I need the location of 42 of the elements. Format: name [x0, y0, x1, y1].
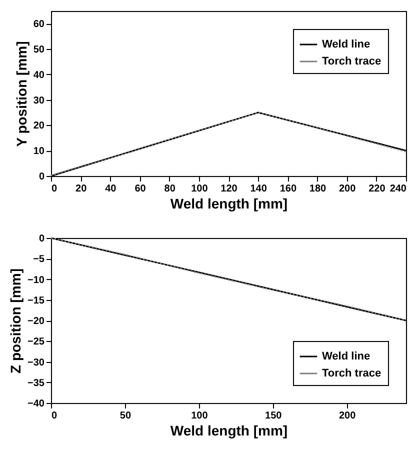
x-tick-label: 40: [105, 184, 117, 194]
y-axis-title: Y position [mm]: [13, 41, 30, 147]
x-tick-label: 0: [52, 410, 58, 422]
y-tick-label: 50: [33, 44, 45, 56]
y-tick-label: 40: [33, 70, 45, 81]
x-tick-label: 0: [52, 184, 58, 194]
legend-label: Weld line: [322, 350, 370, 362]
x-tick-label: 200: [338, 410, 356, 422]
x-tick-label: 100: [191, 184, 208, 194]
x-tick-label: 140: [250, 184, 268, 194]
y-tick-label: −10: [28, 274, 45, 286]
x-tick-label: 100: [191, 410, 208, 422]
legend-label: Torch trace: [322, 56, 382, 68]
x-tick-label: 50: [120, 410, 132, 422]
x-tick-label: 60: [134, 184, 146, 194]
y-tick-label: −20: [28, 316, 45, 327]
y-tick-label: −15: [28, 295, 45, 306]
x-tick-label: 80: [164, 184, 176, 194]
y-tick-label: −30: [28, 357, 45, 368]
y-tick-label: 0: [38, 234, 45, 244]
y-tick-label: 30: [33, 95, 45, 106]
legend-label: Weld line: [322, 38, 370, 50]
y-tick-label: 20: [33, 120, 45, 132]
x-tick-label: 20: [76, 184, 88, 194]
y-tick-label: −40: [28, 398, 45, 410]
x-tick-label: 200: [338, 184, 356, 194]
y-tick-label: 10: [33, 146, 45, 158]
x-tick-label: 220: [368, 184, 386, 194]
y-tick-label: −35: [28, 378, 45, 389]
x-axis-title: Weld length [mm]: [170, 422, 288, 438]
y-tick-label: −5: [33, 254, 45, 266]
x-axis-title: Weld length [mm]: [170, 196, 288, 212]
x-tick-label: 160: [280, 184, 297, 194]
y-axis-title: Z position [mm]: [8, 268, 24, 374]
x-tick-label: 120: [220, 184, 238, 194]
x-tick-label: 150: [265, 410, 282, 422]
y-tick-label: 0: [38, 172, 45, 182]
x-tick-label: 240: [390, 184, 407, 194]
legend-label: Torch trace: [322, 368, 382, 380]
x-tick-label: 180: [309, 184, 327, 194]
y-tick-label: 60: [33, 19, 45, 30]
y-tick-label: −25: [28, 336, 45, 348]
